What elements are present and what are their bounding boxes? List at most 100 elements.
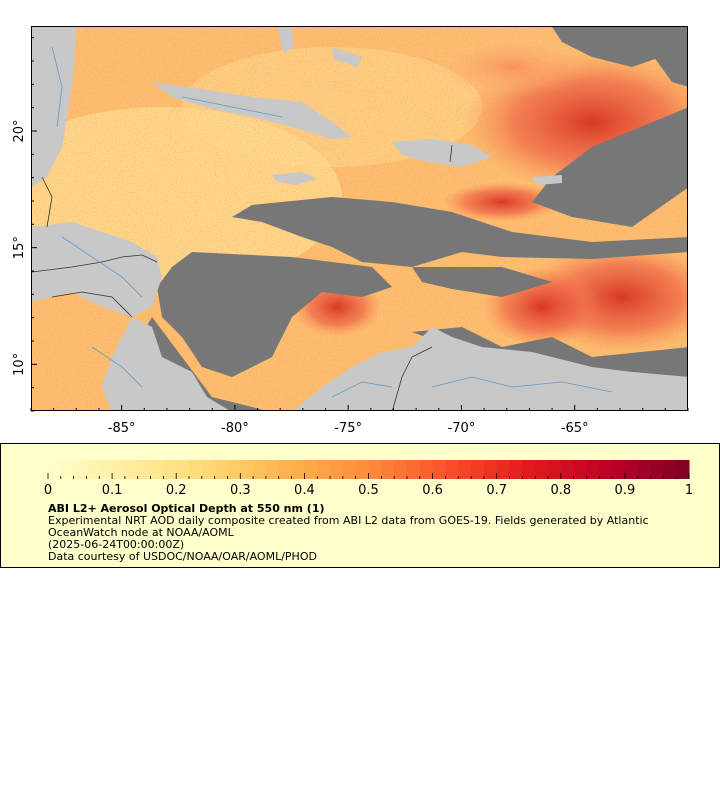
colorbar-swatch (586, 460, 600, 479)
colorbar-tick-label: 0.7 (486, 483, 507, 498)
x-tick-label: -80° (221, 421, 249, 436)
colorbar-swatch (278, 460, 293, 479)
colorbar-swatch (547, 460, 562, 479)
colorbar-swatch (240, 460, 254, 479)
colorbar-swatch (650, 460, 664, 479)
x-tick-label: -85° (108, 421, 136, 436)
colorbar-tick-label: 0.9 (615, 483, 636, 498)
colorbar-swatch (60, 460, 75, 479)
colorbar-swatch (99, 460, 113, 479)
border-line (32, 254, 158, 273)
land-florida-keys (277, 27, 294, 53)
colorbar-tick-label: 0 (44, 483, 52, 498)
colorbar-tick-label: 0.8 (550, 483, 571, 498)
land-hispaniola (392, 139, 492, 167)
river-line (431, 376, 613, 393)
land-areas (32, 27, 687, 410)
legend-panel: 0 0.1 0.2 0.3 0.4 0.5 0.6 0.7 0.8 0.9 1 ABI L2+ Ae… (0, 443, 720, 568)
x-tick-label: -65° (561, 421, 589, 436)
colorbar-swatch (509, 460, 523, 479)
land-bahamas (332, 47, 362, 67)
map-axes: -85° -80° -75° -70° -65° 20° 15° 10° (12, 37, 689, 436)
river-line (331, 381, 393, 398)
map-frame (31, 26, 688, 411)
colorbar-swatch (355, 460, 369, 479)
legend-credit: Data courtesy of USDOC/NOAA/OAR/AOML/PHO… (48, 550, 317, 563)
aod-map (32, 27, 687, 410)
land-south-america (294, 327, 687, 410)
land-yucatan (32, 27, 77, 187)
colorbar-swatch (137, 460, 152, 479)
colorbar-swatch (368, 460, 382, 479)
colorbar-swatch (394, 460, 408, 479)
colorbar: 0 0.1 0.2 0.3 0.4 0.5 0.6 0.7 0.8 0.9 1 (44, 460, 693, 498)
colorbar-swatch (73, 460, 87, 479)
colorbar-tick-label: 0.1 (102, 483, 123, 498)
colorbar-swatch (573, 460, 587, 479)
border-line (449, 144, 453, 163)
country-borders (32, 144, 453, 410)
colorbar-swatch (599, 460, 613, 479)
colorbar-swatch (150, 460, 164, 479)
x-tick-label: -75° (334, 421, 362, 436)
cloud-area (412, 267, 552, 297)
rivers (51, 46, 613, 398)
legend-date: (2025-06-24T00:00:00Z) (48, 538, 185, 551)
river-line (51, 46, 63, 128)
colorbar-swatch (330, 460, 344, 479)
river-line (91, 346, 143, 388)
colorbar-swatch (406, 460, 421, 479)
land-cuba (152, 82, 352, 139)
x-tick-label: -70° (448, 421, 476, 436)
cloud-area (632, 27, 687, 87)
land-central-america (102, 317, 229, 410)
colorbar-swatch (637, 460, 652, 479)
colorbar-swatch (112, 460, 126, 479)
colorbar-swatch (419, 460, 434, 479)
colorbar-tick-label: 0.6 (422, 483, 443, 498)
colorbar-swatch (189, 460, 203, 479)
legend-description: Experimental NRT AOD daily composite cre… (48, 514, 649, 527)
colorbar-swatch (381, 460, 395, 479)
cloud-area (532, 107, 687, 227)
river-line (61, 236, 143, 298)
colorbar-swatch (176, 460, 190, 479)
colorbar-swatch (612, 460, 626, 479)
border-line (392, 346, 433, 410)
y-tick-label: 20° (12, 119, 27, 142)
y-tick-label: 15° (12, 236, 27, 259)
colorbar-tick-label: 0.4 (294, 483, 315, 498)
land-venezuela-island (422, 352, 442, 377)
colorbar-tick-label: 0.5 (358, 483, 379, 498)
border-line (51, 291, 133, 318)
cloud-area (232, 197, 687, 267)
colorbar-swatch (304, 460, 318, 479)
land-puerto-rico (532, 175, 562, 185)
border-line (41, 176, 53, 228)
colorbar-swatch (432, 460, 446, 479)
colorbar-swatch (522, 460, 536, 479)
river-line (181, 96, 283, 118)
colorbar-swatch (48, 460, 62, 479)
colorbar-tick-label: 0.3 (230, 483, 251, 498)
colorbar-tick-label: 0.2 (166, 483, 187, 498)
y-tick-label: 10° (12, 353, 27, 376)
colorbar-swatch (624, 460, 639, 479)
colorbar-swatch (471, 460, 485, 479)
colorbar-swatch (676, 460, 690, 479)
colorbar-swatch (535, 460, 549, 479)
colorbar-swatch (214, 460, 228, 479)
colorbar-swatch (317, 460, 331, 479)
colorbar-swatch (445, 460, 459, 479)
colorbar-tick-label: 1 (685, 483, 693, 498)
colorbar-swatch (227, 460, 241, 479)
colorbar-swatch (496, 460, 511, 479)
colorbar-swatch (560, 460, 575, 479)
colorbar-swatch (663, 460, 677, 479)
colorbar-swatch (265, 460, 280, 479)
cloud-area (412, 327, 687, 377)
legend-description-cont: OceanWatch node at NOAA/AOML (48, 526, 234, 539)
cloud-nodata-areas (112, 27, 687, 410)
colorbar-swatch (86, 460, 100, 479)
colorbar-swatch (483, 460, 498, 479)
